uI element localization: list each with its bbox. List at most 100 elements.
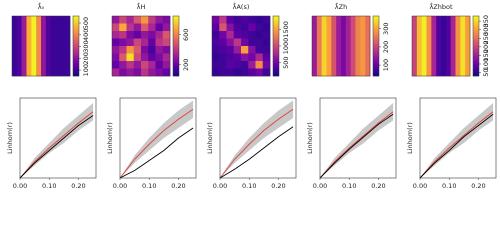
heat-cell <box>450 16 456 32</box>
heat-cell <box>241 68 249 77</box>
colorbar-step <box>273 16 279 19</box>
colorbar-step <box>473 58 479 61</box>
colorbar-step <box>173 32 179 35</box>
heat-cell <box>133 68 142 77</box>
colorbar-label: 200 <box>382 41 390 53</box>
heat-cell <box>45 16 51 32</box>
heat-cell <box>60 31 66 47</box>
colorbar-step <box>273 52 279 55</box>
colorbar-step <box>73 42 79 45</box>
colorbar-step <box>373 18 379 21</box>
heat-cell <box>355 31 361 47</box>
colorbar-label: 500 <box>82 17 90 29</box>
heat-cell <box>50 16 56 32</box>
heat-cell <box>336 46 342 62</box>
heat-cell <box>126 61 135 69</box>
heat-cell <box>255 16 264 24</box>
colorbar-step <box>473 38 479 41</box>
colorbar-step <box>73 68 79 71</box>
heat-cell <box>16 46 22 62</box>
colorbar-step <box>273 30 279 33</box>
heat-cell <box>441 46 447 62</box>
colorbar-step <box>373 38 379 41</box>
heat-cell <box>45 46 51 62</box>
plot-frame <box>319 97 397 179</box>
colorbar-step <box>373 52 379 55</box>
colorbar-step <box>373 64 379 67</box>
x-tick-label: 0.10 <box>242 182 256 190</box>
heat-cell <box>119 46 127 54</box>
heat-cell <box>155 31 164 39</box>
heat-cell <box>162 46 171 54</box>
colorbar-step <box>373 24 379 27</box>
y-axis-label: Linhom(r) <box>406 122 414 154</box>
heat-cell <box>50 31 56 47</box>
heat-cell <box>133 38 142 47</box>
heat-cell <box>155 61 164 69</box>
heat-cell <box>241 16 249 24</box>
colorbar-step <box>473 54 479 57</box>
colorbar-label: 100 <box>482 58 490 70</box>
heat-cell <box>65 61 71 77</box>
observed-line <box>419 113 494 179</box>
colorbar-step <box>373 22 379 25</box>
envelope-band <box>120 100 194 178</box>
heat-cell <box>248 53 256 62</box>
heat-cell <box>431 16 437 32</box>
colorbar-step <box>73 54 79 57</box>
heat-cell <box>316 16 322 32</box>
heat-cell <box>133 16 142 24</box>
colorbar-step <box>273 64 279 67</box>
heat-cell <box>219 53 227 62</box>
colorbar-step <box>373 26 379 29</box>
colorbar-step <box>473 60 479 63</box>
heat-cell <box>141 61 149 69</box>
colorbar-step <box>173 64 179 67</box>
heat-cell <box>133 61 142 69</box>
heat-cell <box>455 31 461 47</box>
heat-cell <box>41 16 47 32</box>
heat-cell <box>355 46 361 62</box>
colorbar-step <box>173 40 179 43</box>
heat-cell <box>112 23 120 32</box>
colorbar-step <box>173 44 179 47</box>
heat-cell <box>212 46 220 54</box>
colorbar-label: 500 <box>282 56 290 68</box>
colorbar-step <box>73 50 79 53</box>
heat-cell <box>226 38 235 47</box>
x-tick-label: 0.00 <box>413 182 427 190</box>
colorbar-frame <box>472 15 480 77</box>
heat-cell <box>21 46 27 62</box>
colorbar-step <box>173 66 179 69</box>
heat-cell <box>219 16 227 24</box>
heat-cell <box>155 16 164 24</box>
heat-cell <box>212 38 220 47</box>
envelope-band <box>220 100 294 178</box>
colorbar-step <box>273 32 279 35</box>
colorbar-step <box>373 36 379 39</box>
colorbar-label: 200 <box>182 59 190 71</box>
colorbar-step <box>473 28 479 31</box>
heat-cell <box>416 61 422 77</box>
heat-cell <box>341 16 347 32</box>
colorbar-step <box>73 30 79 33</box>
heat-cell <box>119 61 127 69</box>
heat-cell <box>460 31 466 47</box>
envelope-band <box>420 103 494 178</box>
mean-line <box>319 111 394 179</box>
heat-cell <box>445 46 451 62</box>
colorbar-step <box>73 22 79 25</box>
colorbar-step <box>73 28 79 31</box>
heat-cell <box>412 31 418 47</box>
heat-cell <box>262 23 271 32</box>
colorbar-label: 600 <box>182 29 190 41</box>
colorbar-step <box>273 50 279 53</box>
heat-cell <box>26 61 32 77</box>
heat-cell <box>226 16 235 24</box>
observed-line <box>19 115 94 179</box>
heat-cell <box>341 31 347 47</box>
heat-cell <box>36 31 42 47</box>
heat-cell <box>262 31 271 39</box>
heat-cell <box>55 46 61 62</box>
heat-cell <box>126 16 135 24</box>
